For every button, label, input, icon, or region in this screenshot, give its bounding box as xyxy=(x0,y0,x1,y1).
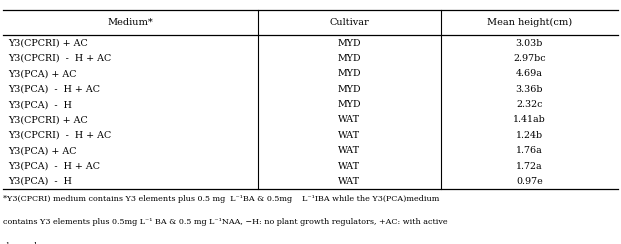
Text: Mean height(cm): Mean height(cm) xyxy=(487,18,572,27)
Text: WAT: WAT xyxy=(338,162,360,171)
Text: 2.32c: 2.32c xyxy=(516,100,543,109)
Text: 1.72a: 1.72a xyxy=(516,162,543,171)
Text: WAT: WAT xyxy=(338,146,360,155)
Text: MYD: MYD xyxy=(338,69,361,78)
Text: 1.41ab: 1.41ab xyxy=(513,115,546,124)
Text: Y3(CPCRI)  -  H + AC: Y3(CPCRI) - H + AC xyxy=(8,131,111,140)
Text: Y3(PCA)  -  H: Y3(PCA) - H xyxy=(8,100,72,109)
Text: *Y3(CPCRI) medium contains Y3 elements plus 0.5 mg  L⁻¹BA & 0.5mg    L⁻¹IBA whil: *Y3(CPCRI) medium contains Y3 elements p… xyxy=(3,195,440,203)
Text: charcoal.: charcoal. xyxy=(3,242,40,244)
Text: Y3(CPCRI)  -  H + AC: Y3(CPCRI) - H + AC xyxy=(8,54,111,63)
Text: WAT: WAT xyxy=(338,177,360,186)
Text: Y3(CPCRI) + AC: Y3(CPCRI) + AC xyxy=(8,115,88,124)
Text: WAT: WAT xyxy=(338,131,360,140)
Text: MYD: MYD xyxy=(338,85,361,94)
Text: MYD: MYD xyxy=(338,100,361,109)
Text: Y3(CPCRI) + AC: Y3(CPCRI) + AC xyxy=(8,39,88,48)
Text: contains Y3 elements plus 0.5mg L⁻¹ BA & 0.5 mg L⁻¹NAA, −H: no plant growth regu: contains Y3 elements plus 0.5mg L⁻¹ BA &… xyxy=(3,218,448,226)
Text: Y3(PCA) + AC: Y3(PCA) + AC xyxy=(8,146,76,155)
Text: 2.97bc: 2.97bc xyxy=(513,54,546,63)
Text: Y3(PCA)  -  H + AC: Y3(PCA) - H + AC xyxy=(8,85,100,94)
Text: Y3(PCA)  -  H + AC: Y3(PCA) - H + AC xyxy=(8,162,100,171)
Text: 3.03b: 3.03b xyxy=(515,39,543,48)
Text: 4.69a: 4.69a xyxy=(516,69,543,78)
Text: Cultivar: Cultivar xyxy=(329,18,369,27)
Text: 1.76a: 1.76a xyxy=(516,146,543,155)
Text: 3.36b: 3.36b xyxy=(515,85,543,94)
Text: 0.97e: 0.97e xyxy=(516,177,543,186)
Text: Medium*: Medium* xyxy=(107,18,153,27)
Text: Y3(PCA) + AC: Y3(PCA) + AC xyxy=(8,69,76,78)
Text: 1.24b: 1.24b xyxy=(516,131,543,140)
Text: MYD: MYD xyxy=(338,54,361,63)
Text: MYD: MYD xyxy=(338,39,361,48)
Text: WAT: WAT xyxy=(338,115,360,124)
Text: Y3(PCA)  -  H: Y3(PCA) - H xyxy=(8,177,72,186)
